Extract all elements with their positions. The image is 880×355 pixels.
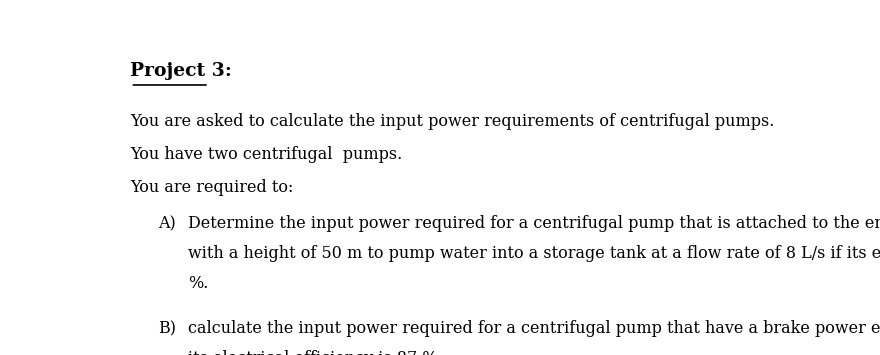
Text: You are required to:: You are required to: [130,179,294,196]
Text: B): B) [158,320,176,337]
Text: %.: %. [188,275,209,292]
Text: A): A) [158,215,175,232]
Text: Determine the input power required for a centrifugal pump that is attached to th: Determine the input power required for a… [188,215,880,232]
Text: You are asked to calculate the input power requirements of centrifugal pumps.: You are asked to calculate the input pow… [130,113,774,130]
Text: with a height of 50 m to pump water into a storage tank at a flow rate of 8 L/s : with a height of 50 m to pump water into… [188,245,880,262]
Text: calculate the input power required for a centrifugal pump that have a brake powe: calculate the input power required for a… [188,320,880,337]
Text: its electrical efficiency is 87 %.: its electrical efficiency is 87 %. [188,350,444,355]
Text: Project 3:: Project 3: [130,62,232,80]
Text: You have two centrifugal  pumps.: You have two centrifugal pumps. [130,146,403,163]
